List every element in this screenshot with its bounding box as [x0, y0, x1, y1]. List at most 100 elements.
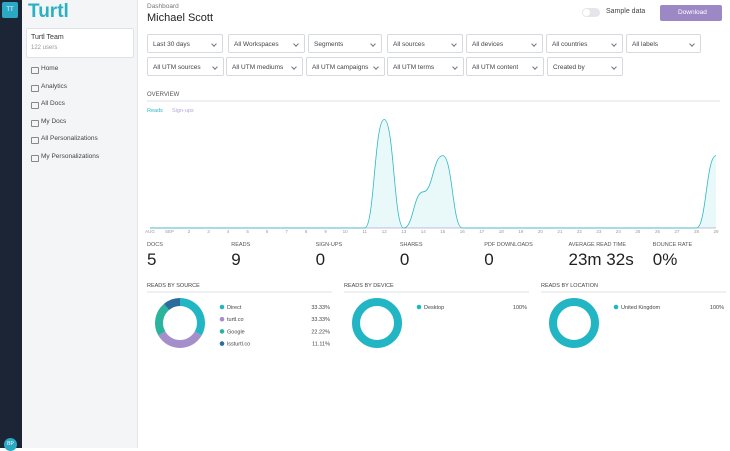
x-tick-label: 2 — [188, 229, 191, 234]
x-tick-label: 3 — [207, 229, 210, 234]
filter-select[interactable]: All UTM mediums — [226, 57, 303, 76]
x-tick-label: 24 — [616, 229, 622, 234]
x-tick-label: 4 — [227, 229, 230, 234]
legend-dot — [613, 304, 619, 310]
stat-label: SIGN-UPS — [315, 242, 343, 248]
stat-label: PDF DOWNLOADS — [484, 242, 533, 248]
filter-select[interactable]: All countries — [546, 34, 623, 53]
filter-select[interactable]: All UTM content — [466, 57, 544, 76]
nav-item[interactable]: All Docs — [41, 100, 65, 108]
filter-select[interactable]: All UTM sources — [147, 57, 224, 76]
download-label: Download — [678, 9, 707, 16]
donut-slice — [155, 303, 170, 336]
nav-item[interactable]: My Docs — [41, 117, 67, 125]
legend-label: lssturtl.co — [227, 342, 250, 348]
filter-select[interactable]: Segments — [308, 34, 382, 53]
filter-select[interactable]: Created by — [547, 57, 623, 76]
nav-item[interactable]: Home — [41, 65, 59, 72]
nav-item[interactable]: My Personalizations — [41, 153, 100, 160]
nav-item[interactable]: Analytics — [41, 82, 68, 90]
download-button[interactable] — [660, 5, 722, 21]
sidebar — [22, 0, 138, 448]
filter-select[interactable]: All labels — [626, 34, 701, 53]
donut-slice — [179, 298, 205, 336]
x-tick-label: 9 — [324, 229, 327, 234]
page-title: Michael Scott — [147, 12, 214, 24]
x-tick-label: 12 — [382, 229, 388, 234]
x-tick-label: AUG — [145, 229, 155, 234]
x-tick-label: 5 — [246, 229, 249, 234]
x-tick-label: 22 — [577, 229, 583, 234]
nav-icon — [31, 67, 39, 74]
team-switcher[interactable] — [26, 28, 134, 58]
x-tick-label: 7 — [285, 229, 288, 234]
legend-dot — [416, 304, 422, 310]
chart-title: OVERVIEW — [147, 92, 180, 98]
x-tick-label: 14 — [421, 229, 427, 234]
legend-dot — [219, 304, 225, 310]
stat-label: BOUNCE RATE — [652, 242, 693, 248]
x-tick-label: 11 — [362, 229, 367, 234]
filter-select[interactable]: All Workspaces — [228, 34, 305, 53]
filter-select[interactable]: All UTM terms — [387, 57, 464, 76]
nav-icon — [31, 119, 39, 127]
nav-icon — [31, 155, 39, 162]
x-tick-label: 16 — [460, 229, 466, 234]
legend-value: 33.33% — [311, 305, 330, 311]
filter-select[interactable]: All sources — [387, 34, 463, 53]
legend-label: Direct — [227, 305, 242, 311]
x-tick-label: 17 — [479, 229, 485, 234]
legend-entry: Sign-ups — [172, 108, 194, 114]
chart-title: READS BY SOURCE — [147, 283, 200, 289]
team-name: Turtl Team — [31, 34, 64, 41]
legend-value: 100% — [710, 305, 724, 311]
x-tick-label: 25 — [635, 229, 641, 234]
donut-slice — [158, 331, 202, 348]
x-tick-label: 13 — [401, 229, 407, 234]
x-tick-label: 27 — [674, 229, 680, 234]
legend-dot — [219, 316, 225, 322]
x-tick-label: 26 — [655, 229, 661, 234]
stat-value: 23m 32s — [568, 250, 634, 269]
filter-select[interactable]: Last 30 days — [147, 34, 223, 53]
stat-value: 9 — [231, 250, 241, 269]
stat-value: 0 — [399, 250, 410, 269]
logo: Turtl — [28, 1, 69, 22]
legend-dot — [219, 329, 225, 334]
app-rail — [0, 0, 22, 448]
nav-item[interactable]: All Personalizations — [41, 135, 98, 143]
x-tick-label: SEP — [165, 229, 174, 234]
x-tick-label: 21 — [557, 229, 563, 234]
donut-slice — [163, 298, 181, 311]
stat-value: 0 — [484, 250, 494, 269]
donut-slice — [352, 298, 402, 348]
legend-value: 22.22% — [311, 329, 330, 335]
chart-title: READS BY LOCATION — [541, 283, 598, 289]
legend-dot — [219, 341, 225, 346]
donut-slice — [549, 298, 599, 348]
legend-entry: Reads — [147, 108, 163, 114]
x-tick-label: 15 — [440, 229, 446, 234]
stat-label: AVERAGE READ TIME — [568, 242, 627, 248]
x-tick-label: 23 — [596, 229, 602, 234]
x-tick-label: 29 — [713, 229, 719, 234]
filter-select[interactable]: All UTM campaigns — [306, 57, 385, 76]
x-tick-label: 19 — [518, 229, 524, 234]
workspace-avatar[interactable]: TT — [2, 2, 18, 18]
x-tick-label: 20 — [538, 229, 544, 234]
x-tick-label: 8 — [305, 229, 308, 234]
legend-value: 33.33% — [311, 317, 330, 323]
breadcrumb[interactable]: Dashboard — [147, 3, 179, 10]
toggle-label: Sample data — [606, 8, 646, 15]
filter-select[interactable]: All devices — [466, 34, 543, 53]
stat-value: 5 — [147, 250, 157, 269]
legend-label: Desktop — [424, 305, 444, 311]
stat-label: READS — [231, 242, 251, 248]
team-users: 122 users — [31, 45, 58, 51]
x-tick-label: 6 — [266, 229, 269, 234]
sample-toggle[interactable] — [582, 8, 600, 17]
legend-label: United Kingdom — [621, 305, 661, 311]
stat-label: DOCS — [147, 242, 163, 248]
